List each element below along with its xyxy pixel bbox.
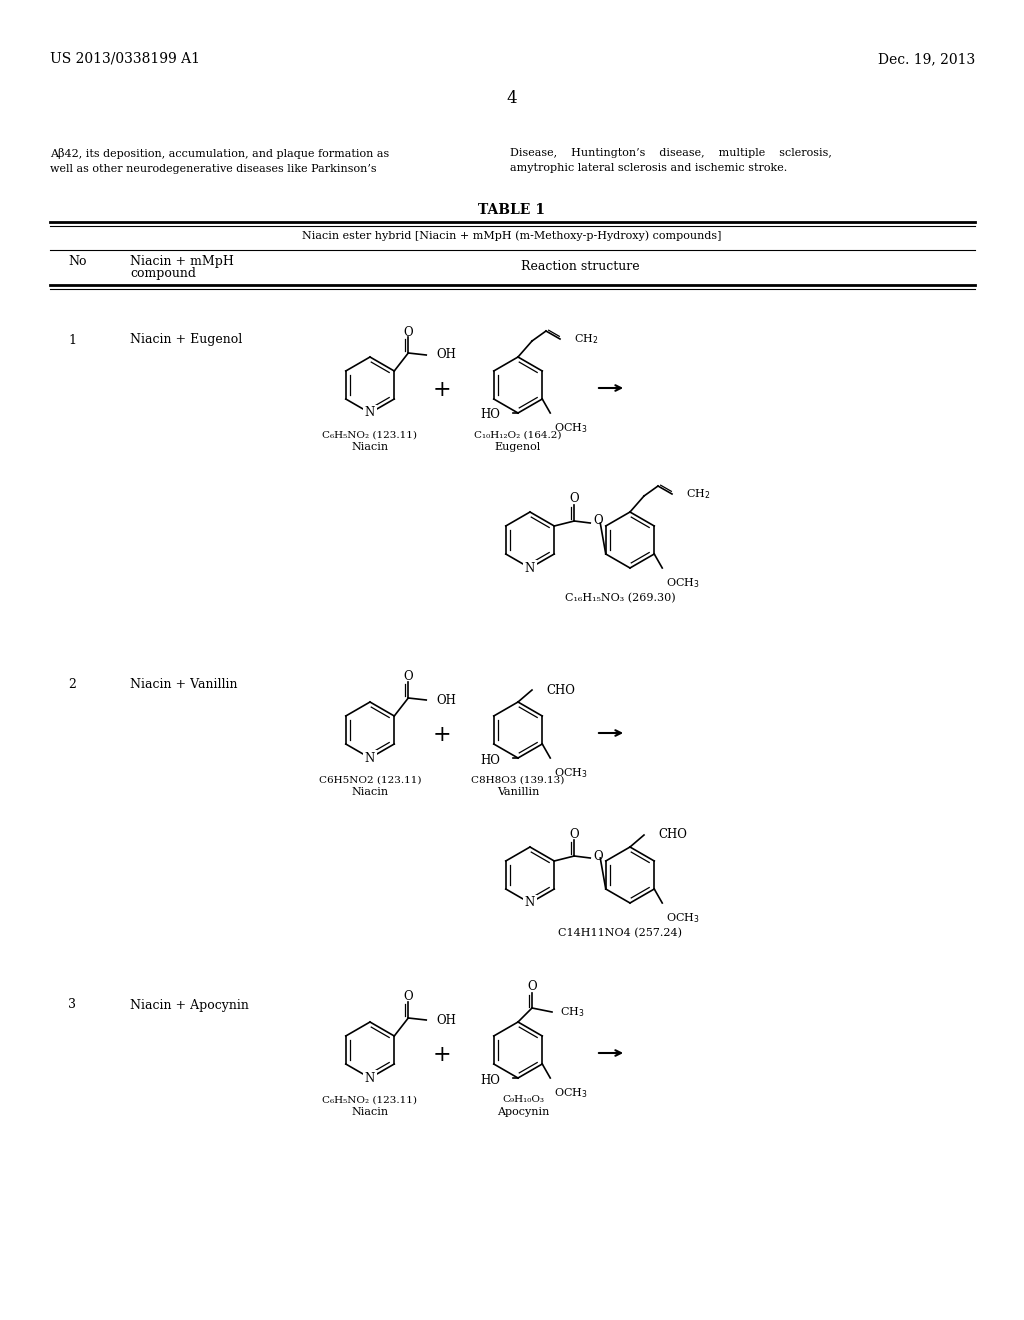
Text: O: O	[403, 671, 413, 684]
Text: O: O	[569, 492, 579, 506]
Text: Vanillin: Vanillin	[497, 787, 540, 797]
Text: C6H5NO2 (123.11): C6H5NO2 (123.11)	[318, 776, 421, 784]
Text: O: O	[593, 515, 603, 528]
Text: compound: compound	[130, 267, 196, 280]
Text: O: O	[569, 828, 579, 841]
Text: OCH$_3$: OCH$_3$	[554, 766, 588, 780]
Text: CHO: CHO	[546, 684, 574, 697]
Text: C₁₀H₁₂O₂ (164.2): C₁₀H₁₂O₂ (164.2)	[474, 430, 562, 440]
Text: +: +	[433, 723, 452, 746]
Text: OCH$_3$: OCH$_3$	[554, 1086, 588, 1100]
Text: +: +	[433, 379, 452, 401]
Text: OCH$_3$: OCH$_3$	[667, 911, 700, 925]
Text: 2: 2	[68, 678, 76, 692]
Text: N: N	[365, 1072, 375, 1085]
Text: CHO: CHO	[658, 829, 687, 842]
Text: CH$_2$: CH$_2$	[686, 487, 711, 500]
Text: C₉H₁₀O₃: C₉H₁₀O₃	[502, 1096, 544, 1105]
Text: Niacin ester hybrid [Niacin + mMpH (m-Methoxy-p-Hydroxy) compounds]: Niacin ester hybrid [Niacin + mMpH (m-Me…	[302, 230, 722, 240]
Text: HO: HO	[480, 408, 500, 421]
Text: CH$_2$: CH$_2$	[574, 333, 598, 346]
Text: No: No	[68, 255, 86, 268]
Text: OH: OH	[436, 348, 456, 362]
Text: C₁₆H₁₅NO₃ (269.30): C₁₆H₁₅NO₃ (269.30)	[564, 593, 675, 603]
Text: Apocynin: Apocynin	[497, 1107, 549, 1117]
Text: O: O	[403, 990, 413, 1003]
Text: Niacin + Apocynin: Niacin + Apocynin	[130, 998, 249, 1011]
Text: OCH$_3$: OCH$_3$	[667, 576, 700, 590]
Text: Niacin: Niacin	[351, 1107, 388, 1117]
Text: Aβ42, its deposition, accumulation, and plaque formation as
well as other neurod: Aβ42, its deposition, accumulation, and …	[50, 148, 389, 174]
Text: CH$_3$: CH$_3$	[560, 1005, 585, 1019]
Text: C8H8O3 (139.13): C8H8O3 (139.13)	[471, 776, 564, 784]
Text: N: N	[365, 751, 375, 764]
Text: OH: OH	[436, 1014, 456, 1027]
Text: Disease,    Huntington’s    disease,    multiple    sclerosis,
amytrophic latera: Disease, Huntington’s disease, multiple …	[510, 148, 831, 173]
Text: C₆H₅NO₂ (123.11): C₆H₅NO₂ (123.11)	[323, 1096, 418, 1105]
Text: Niacin + mMpH: Niacin + mMpH	[130, 255, 233, 268]
Text: Niacin: Niacin	[351, 442, 388, 451]
Text: Niacin + Eugenol: Niacin + Eugenol	[130, 334, 243, 346]
Text: C₆H₅NO₂ (123.11): C₆H₅NO₂ (123.11)	[323, 430, 418, 440]
Text: TABLE 1: TABLE 1	[478, 203, 546, 216]
Text: HO: HO	[480, 754, 500, 767]
Text: O: O	[403, 326, 413, 338]
Text: HO: HO	[480, 1073, 500, 1086]
Text: Eugenol: Eugenol	[495, 442, 541, 451]
Text: Niacin: Niacin	[351, 787, 388, 797]
Text: O: O	[593, 850, 603, 862]
Text: Niacin + Vanillin: Niacin + Vanillin	[130, 678, 238, 692]
Text: +: +	[433, 1044, 452, 1067]
Text: US 2013/0338199 A1: US 2013/0338199 A1	[50, 51, 200, 66]
Text: OCH$_3$: OCH$_3$	[554, 421, 588, 434]
Text: Dec. 19, 2013: Dec. 19, 2013	[878, 51, 975, 66]
Text: O: O	[527, 981, 537, 994]
Text: N: N	[525, 896, 536, 909]
Text: 4: 4	[507, 90, 517, 107]
Text: N: N	[525, 561, 536, 574]
Text: 3: 3	[68, 998, 76, 1011]
Text: OH: OH	[436, 693, 456, 706]
Text: Reaction structure: Reaction structure	[520, 260, 639, 273]
Text: N: N	[365, 407, 375, 420]
Text: C14H11NO4 (257.24): C14H11NO4 (257.24)	[558, 928, 682, 939]
Text: 1: 1	[68, 334, 76, 346]
